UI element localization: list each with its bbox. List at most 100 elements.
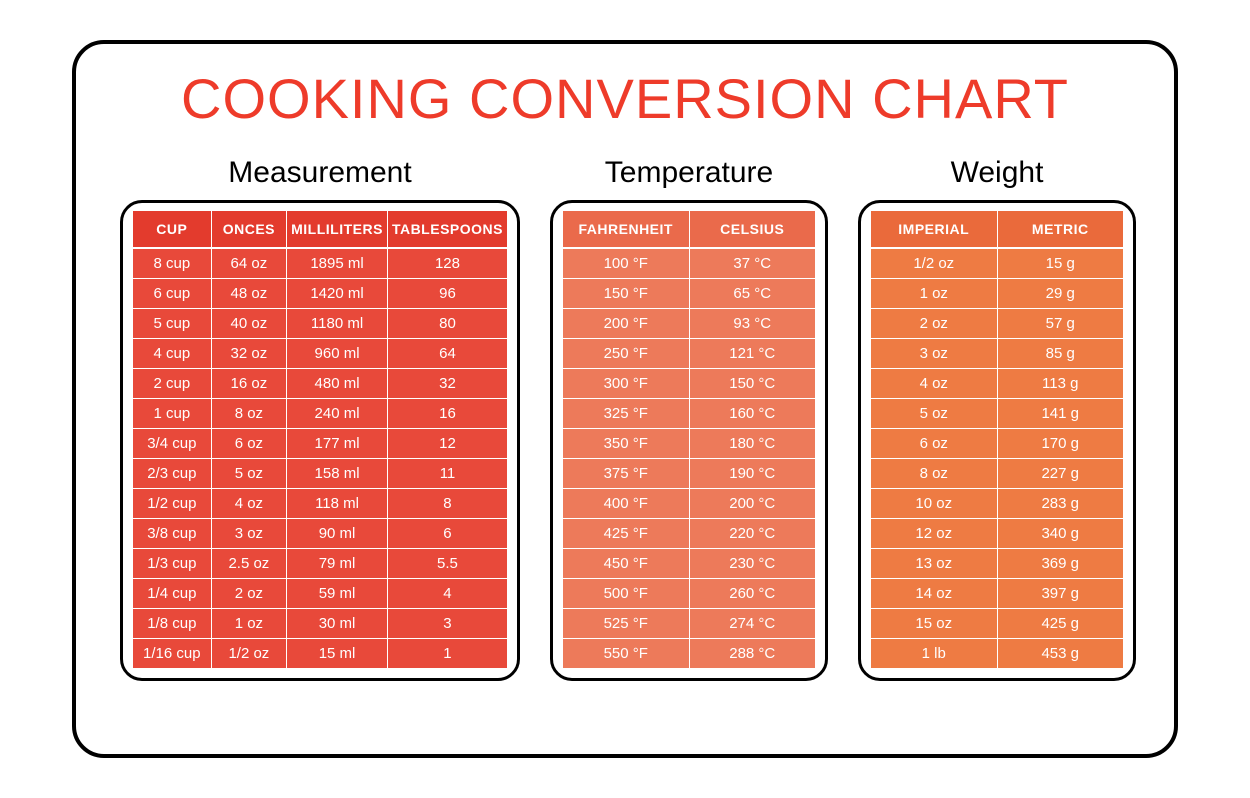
table-cell: 325 °F: [563, 399, 689, 429]
table-cell: 2 cup: [133, 369, 211, 399]
table-cell: 40 oz: [211, 309, 286, 339]
table-row: 10 oz283 g: [871, 489, 1123, 519]
table-cell: 4 oz: [871, 369, 997, 399]
table-cell: 227 g: [997, 459, 1123, 489]
table-row: 400 °F200 °C: [563, 489, 815, 519]
table-cell: 283 g: [997, 489, 1123, 519]
measurement-col-milliliters: MILLILITERS: [287, 211, 388, 248]
table-cell: 12 oz: [871, 519, 997, 549]
table-cell: 500 °F: [563, 579, 689, 609]
table-cell: 250 °F: [563, 339, 689, 369]
table-cell: 80: [387, 309, 507, 339]
table-cell: 1/2 oz: [871, 248, 997, 279]
panel-weight: Weight IMPERIAL METRIC 1/2 oz15 g1 oz29 …: [858, 156, 1136, 681]
panel-measurement: Measurement CUP ONCES MILLILITERS TABLES…: [120, 156, 520, 681]
table-row: 1/2 oz15 g: [871, 248, 1123, 279]
table-cell: 2 oz: [211, 579, 286, 609]
table-row: 4 oz113 g: [871, 369, 1123, 399]
table-cell: 57 g: [997, 309, 1123, 339]
table-cell: 260 °C: [689, 579, 815, 609]
table-cell: 1/4 cup: [133, 579, 211, 609]
table-row: 150 °F65 °C: [563, 279, 815, 309]
table-cell: 32 oz: [211, 339, 286, 369]
table-cell: 340 g: [997, 519, 1123, 549]
table-row: 525 °F274 °C: [563, 609, 815, 639]
table-cell: 121 °C: [689, 339, 815, 369]
table-cell: 425 g: [997, 609, 1123, 639]
table-row: 1 oz29 g: [871, 279, 1123, 309]
table-cell: 8: [387, 489, 507, 519]
table-cell: 150 °F: [563, 279, 689, 309]
table-cell: 10 oz: [871, 489, 997, 519]
table-cell: 450 °F: [563, 549, 689, 579]
table-cell: 93 °C: [689, 309, 815, 339]
table-cell: 1/8 cup: [133, 609, 211, 639]
table-cell: 5 oz: [211, 459, 286, 489]
table-cell: 12: [387, 429, 507, 459]
page-title: COOKING CONVERSION CHART: [76, 66, 1174, 131]
table-row: 1 lb453 g: [871, 639, 1123, 669]
table-cell: 230 °C: [689, 549, 815, 579]
table-row: 500 °F260 °C: [563, 579, 815, 609]
table-cell: 240 ml: [287, 399, 388, 429]
table-cell: 1 cup: [133, 399, 211, 429]
table-cell: 15 oz: [871, 609, 997, 639]
weight-col-metric: METRIC: [997, 211, 1123, 248]
table-cell: 85 g: [997, 339, 1123, 369]
table-row: 2 cup16 oz480 ml32: [133, 369, 507, 399]
table-row: 100 °F37 °C: [563, 248, 815, 279]
table-cell: 400 °F: [563, 489, 689, 519]
panel-title-weight: Weight: [951, 156, 1044, 190]
table-cell: 160 °C: [689, 399, 815, 429]
table-cell: 64: [387, 339, 507, 369]
table-cell: 100 °F: [563, 248, 689, 279]
table-cell: 29 g: [997, 279, 1123, 309]
table-cell: 1 oz: [871, 279, 997, 309]
table-cell: 3 oz: [871, 339, 997, 369]
table-row: 3/8 cup3 oz90 ml6: [133, 519, 507, 549]
temperature-table: FAHRENHEIT CELSIUS 100 °F37 °C150 °F65 °…: [563, 211, 815, 668]
weight-col-imperial: IMPERIAL: [871, 211, 997, 248]
temperature-thead: FAHRENHEIT CELSIUS: [563, 211, 815, 248]
table-cell: 8 oz: [211, 399, 286, 429]
table-row: 2 oz57 g: [871, 309, 1123, 339]
table-cell: 13 oz: [871, 549, 997, 579]
table-cell: 15 g: [997, 248, 1123, 279]
table-row: 200 °F93 °C: [563, 309, 815, 339]
table-cell: 375 °F: [563, 459, 689, 489]
table-row: 3 oz85 g: [871, 339, 1123, 369]
table-cell: 220 °C: [689, 519, 815, 549]
table-row: 8 oz227 g: [871, 459, 1123, 489]
table-cell: 150 °C: [689, 369, 815, 399]
table-cell: 11: [387, 459, 507, 489]
measurement-card: CUP ONCES MILLILITERS TABLESPOONS 8 cup6…: [120, 200, 520, 681]
table-cell: 65 °C: [689, 279, 815, 309]
table-cell: 30 ml: [287, 609, 388, 639]
table-row: 12 oz340 g: [871, 519, 1123, 549]
table-row: 1/3 cup2.5 oz79 ml5.5: [133, 549, 507, 579]
table-row: 5 cup40 oz1180 ml80: [133, 309, 507, 339]
temperature-tbody: 100 °F37 °C150 °F65 °C200 °F93 °C250 °F1…: [563, 248, 815, 668]
table-cell: 480 ml: [287, 369, 388, 399]
panel-title-temperature: Temperature: [605, 156, 773, 190]
table-cell: 90 ml: [287, 519, 388, 549]
table-row: 6 oz170 g: [871, 429, 1123, 459]
table-cell: 32: [387, 369, 507, 399]
table-cell: 3/4 cup: [133, 429, 211, 459]
table-cell: 350 °F: [563, 429, 689, 459]
table-cell: 288 °C: [689, 639, 815, 669]
table-cell: 59 ml: [287, 579, 388, 609]
table-cell: 158 ml: [287, 459, 388, 489]
measurement-thead: CUP ONCES MILLILITERS TABLESPOONS: [133, 211, 507, 248]
table-cell: 525 °F: [563, 609, 689, 639]
table-row: 1/8 cup1 oz30 ml3: [133, 609, 507, 639]
measurement-col-tablespoons: TABLESPOONS: [387, 211, 507, 248]
weight-tbody: 1/2 oz15 g1 oz29 g2 oz57 g3 oz85 g4 oz11…: [871, 248, 1123, 668]
table-cell: 550 °F: [563, 639, 689, 669]
table-row: 13 oz369 g: [871, 549, 1123, 579]
table-cell: 4: [387, 579, 507, 609]
table-row: 325 °F160 °C: [563, 399, 815, 429]
table-cell: 64 oz: [211, 248, 286, 279]
table-cell: 5 oz: [871, 399, 997, 429]
table-cell: 6 oz: [211, 429, 286, 459]
